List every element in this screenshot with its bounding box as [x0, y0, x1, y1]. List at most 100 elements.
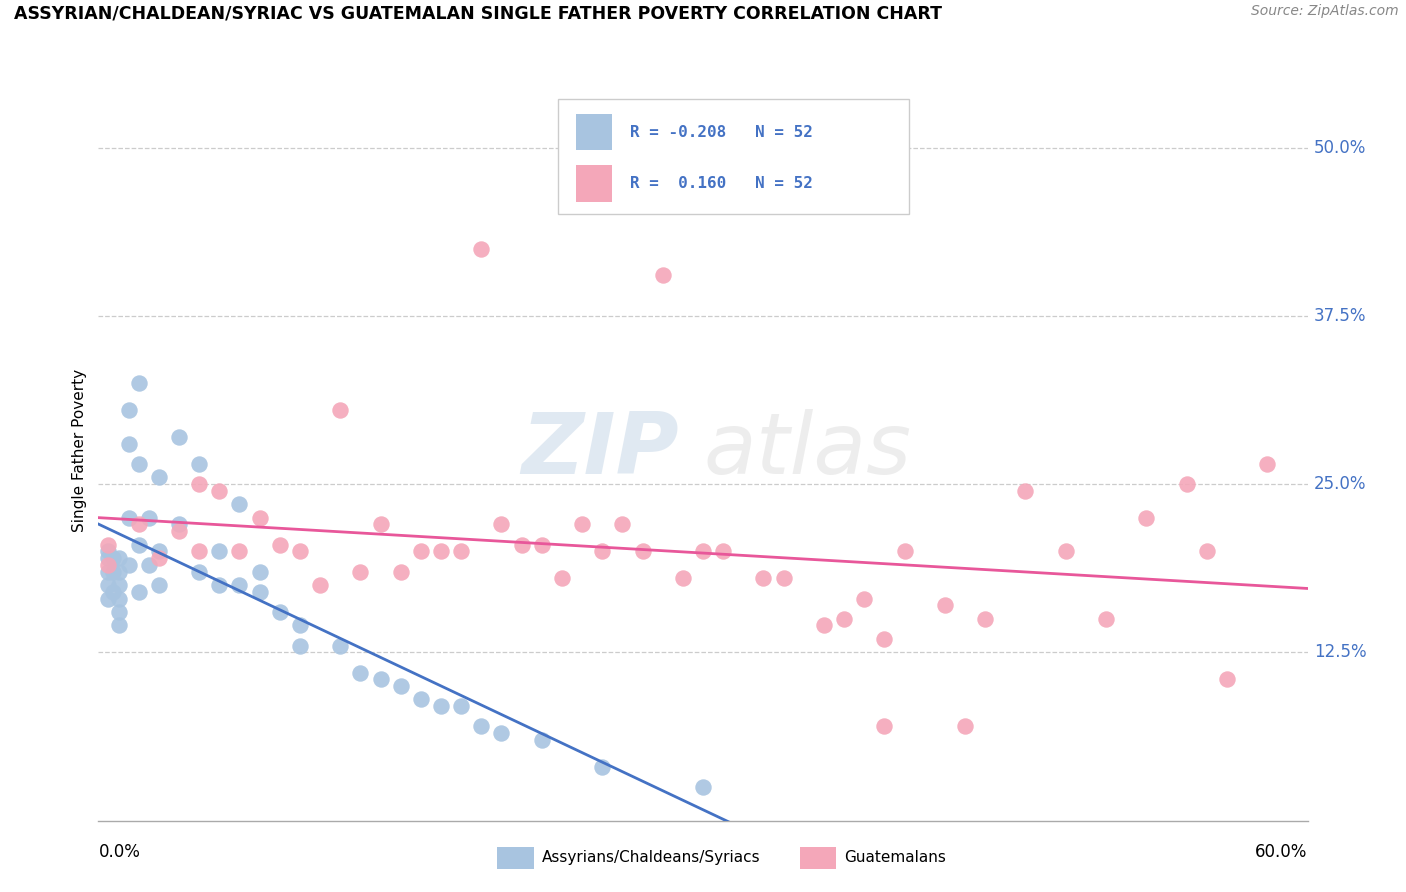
Point	[370, 517, 392, 532]
Point	[591, 544, 613, 558]
Point	[118, 436, 141, 450]
Point	[148, 578, 170, 592]
Point	[288, 618, 311, 632]
Point	[772, 571, 794, 585]
Point	[873, 632, 896, 646]
Point	[97, 538, 120, 552]
Point	[128, 376, 150, 391]
Point	[974, 612, 997, 626]
Point	[188, 544, 211, 558]
Point	[571, 517, 593, 532]
FancyBboxPatch shape	[576, 165, 613, 202]
Point	[228, 544, 250, 558]
Point	[167, 517, 190, 532]
FancyBboxPatch shape	[576, 113, 613, 151]
Point	[188, 457, 211, 471]
Point	[107, 618, 129, 632]
Point	[510, 538, 533, 552]
Point	[813, 618, 835, 632]
Text: 60.0%: 60.0%	[1256, 843, 1308, 861]
Point	[128, 538, 150, 552]
FancyBboxPatch shape	[498, 847, 534, 869]
Point	[101, 584, 124, 599]
Point	[309, 578, 332, 592]
Point	[148, 544, 170, 558]
Point	[249, 565, 271, 579]
Point	[249, 510, 271, 524]
Point	[591, 760, 613, 774]
Point	[631, 544, 654, 558]
Point	[1216, 673, 1239, 687]
Point	[97, 544, 120, 558]
Point	[692, 780, 714, 794]
Point	[430, 699, 453, 714]
Point	[1054, 544, 1077, 558]
Point	[1256, 457, 1278, 471]
Text: atlas: atlas	[703, 409, 911, 492]
Point	[208, 578, 231, 592]
Text: 37.5%: 37.5%	[1313, 307, 1367, 325]
Point	[188, 477, 211, 491]
Text: 25.0%: 25.0%	[1313, 475, 1367, 493]
Point	[491, 517, 513, 532]
Point	[409, 544, 432, 558]
Point	[101, 551, 124, 566]
Point	[97, 578, 120, 592]
Point	[118, 403, 141, 417]
Point	[470, 719, 492, 733]
Point	[491, 726, 513, 740]
Point	[101, 565, 124, 579]
Point	[208, 483, 231, 498]
Point	[228, 578, 250, 592]
Point	[288, 544, 311, 558]
Text: 12.5%: 12.5%	[1313, 643, 1367, 661]
Point	[97, 565, 120, 579]
Point	[672, 571, 695, 585]
Point	[752, 571, 775, 585]
Point	[128, 584, 150, 599]
FancyBboxPatch shape	[558, 99, 908, 213]
Text: 50.0%: 50.0%	[1313, 138, 1367, 157]
Point	[288, 639, 311, 653]
Point	[128, 457, 150, 471]
Text: Guatemalans: Guatemalans	[845, 850, 946, 865]
Point	[228, 497, 250, 511]
Point	[1195, 544, 1218, 558]
Point	[1135, 510, 1157, 524]
Point	[107, 565, 129, 579]
Point	[1175, 477, 1198, 491]
Text: ZIP: ZIP	[522, 409, 679, 492]
Point	[148, 470, 170, 484]
Point	[97, 591, 120, 606]
Point	[148, 551, 170, 566]
Point	[107, 551, 129, 566]
Point	[692, 544, 714, 558]
Text: Source: ZipAtlas.com: Source: ZipAtlas.com	[1251, 4, 1399, 19]
Point	[934, 599, 956, 613]
Point	[370, 673, 392, 687]
Point	[167, 524, 190, 539]
Text: ASSYRIAN/CHALDEAN/SYRIAC VS GUATEMALAN SINGLE FATHER POVERTY CORRELATION CHART: ASSYRIAN/CHALDEAN/SYRIAC VS GUATEMALAN S…	[14, 4, 942, 22]
Point	[249, 584, 271, 599]
Point	[389, 565, 412, 579]
Point	[329, 639, 352, 653]
Point	[893, 544, 915, 558]
Text: R =  0.160   N = 52: R = 0.160 N = 52	[630, 177, 813, 191]
Point	[349, 665, 371, 680]
Point	[612, 517, 634, 532]
Point	[873, 719, 896, 733]
Point	[188, 565, 211, 579]
Point	[450, 544, 472, 558]
Point	[269, 538, 291, 552]
Point	[107, 605, 129, 619]
Point	[208, 544, 231, 558]
Point	[138, 510, 160, 524]
Point	[269, 605, 291, 619]
Point	[118, 558, 141, 572]
Text: R = -0.208   N = 52: R = -0.208 N = 52	[630, 125, 813, 139]
Y-axis label: Single Father Poverty: Single Father Poverty	[72, 369, 87, 532]
Point	[1014, 483, 1036, 498]
Point	[530, 538, 553, 552]
Point	[389, 679, 412, 693]
Point	[128, 517, 150, 532]
